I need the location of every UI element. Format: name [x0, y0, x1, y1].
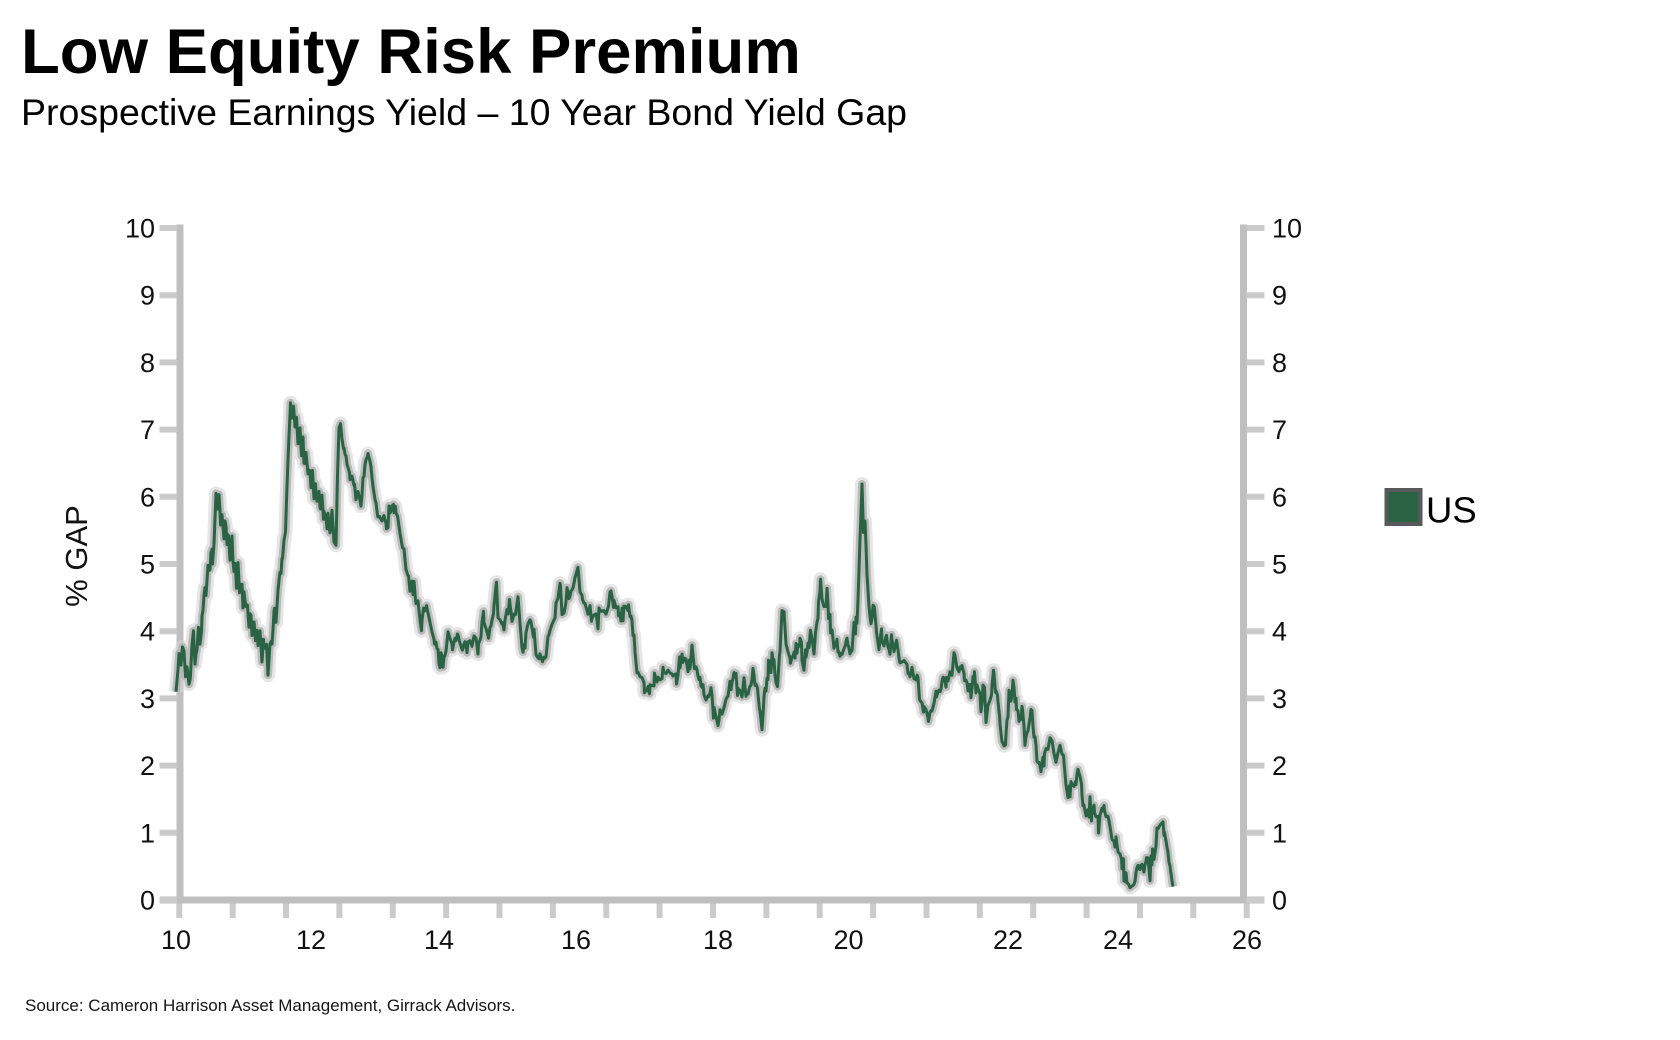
svg-text:16: 16: [561, 925, 591, 955]
svg-text:5: 5: [1272, 550, 1287, 580]
svg-text:10: 10: [125, 214, 155, 244]
svg-text:2: 2: [140, 751, 155, 781]
svg-text:8: 8: [1272, 348, 1287, 378]
svg-text:0: 0: [1272, 886, 1287, 916]
svg-text:5: 5: [140, 550, 155, 580]
svg-text:7: 7: [1272, 415, 1287, 445]
svg-text:3: 3: [1272, 684, 1287, 714]
svg-text:12: 12: [296, 925, 326, 955]
svg-text:9: 9: [1272, 281, 1287, 311]
svg-text:26: 26: [1232, 925, 1262, 955]
svg-text:8: 8: [140, 348, 155, 378]
svg-text:6: 6: [1272, 482, 1287, 512]
svg-text:3: 3: [140, 684, 155, 714]
svg-text:18: 18: [703, 925, 733, 955]
svg-text:4: 4: [1272, 617, 1287, 647]
svg-text:10: 10: [1272, 214, 1302, 244]
svg-text:24: 24: [1103, 925, 1133, 955]
svg-text:9: 9: [140, 281, 155, 311]
svg-text:20: 20: [833, 925, 863, 955]
svg-text:0: 0: [140, 886, 155, 916]
svg-text:US: US: [1426, 490, 1477, 531]
svg-text:10: 10: [161, 925, 191, 955]
svg-text:2: 2: [1272, 751, 1287, 781]
svg-text:7: 7: [140, 415, 155, 445]
svg-text:1: 1: [140, 818, 155, 848]
svg-text:1: 1: [1272, 818, 1287, 848]
svg-text:% GAP: % GAP: [59, 505, 94, 607]
svg-text:6: 6: [140, 482, 155, 512]
svg-text:4: 4: [140, 617, 155, 647]
svg-text:22: 22: [993, 925, 1023, 955]
svg-text:14: 14: [424, 925, 454, 955]
